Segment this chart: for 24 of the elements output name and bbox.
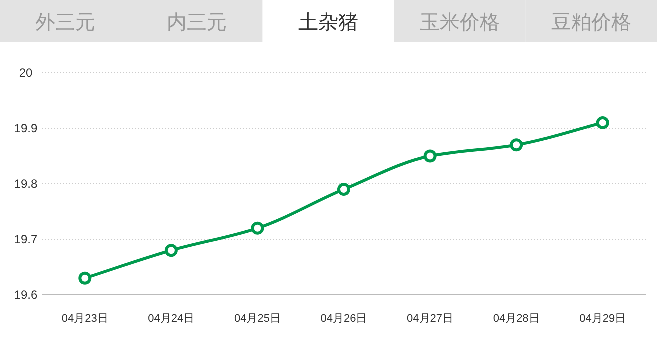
- y-tick-label: 19.6: [14, 288, 38, 302]
- y-tick-label: 19.8: [14, 177, 38, 191]
- x-tick-label: 04月27日: [407, 313, 454, 325]
- point: [510, 138, 524, 152]
- x-tick-label: 04月25日: [234, 313, 281, 325]
- y-tick-label: 19.9: [14, 122, 38, 136]
- x-tick-label: 04月28日: [493, 313, 540, 325]
- x-tick-label: 04月26日: [320, 313, 368, 325]
- x-tick-label: 04月23日: [62, 313, 108, 325]
- point: [596, 116, 610, 130]
- tab: 豆粕价格: [526, 0, 657, 42]
- tab: 外三元: [0, 0, 132, 42]
- x-tick-label: 04月24日: [148, 313, 195, 325]
- chart-title: 土杂猪: [298, 12, 358, 34]
- point: [164, 244, 178, 258]
- point: [78, 272, 92, 285]
- x-tick-label: 04月29日: [580, 313, 626, 325]
- tab: 内三元: [131, 0, 263, 42]
- point: [338, 183, 350, 196]
- point: [424, 150, 437, 163]
- point: [251, 222, 264, 235]
- tab: 玉米价格: [394, 0, 526, 42]
- y-tick-label: 19.7: [14, 232, 38, 246]
- y-tick-label: 20: [19, 66, 33, 80]
